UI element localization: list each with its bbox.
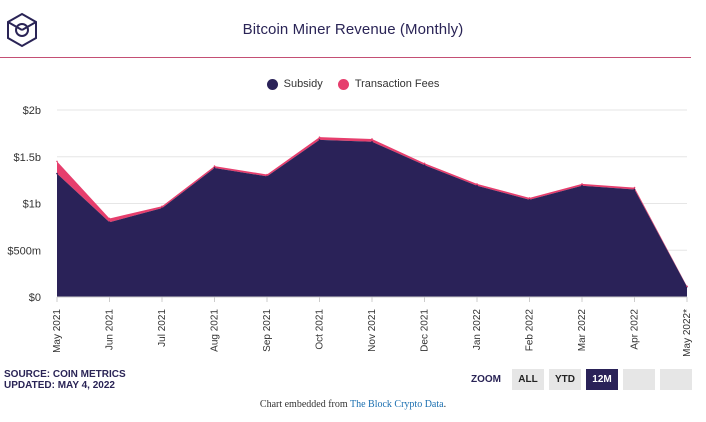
y-tick-label: $0 — [29, 292, 41, 304]
data-point-subsidy — [161, 207, 163, 209]
legend-item-transaction-fees[interactable]: Transaction Fees — [337, 78, 440, 90]
the-block-logo-icon — [7, 12, 37, 48]
data-point-subsidy — [528, 198, 531, 201]
data-point-subsidy — [213, 167, 216, 169]
data-point-subsidy — [266, 175, 268, 178]
legend-swatch-subsidy — [266, 78, 278, 90]
data-point-fees — [318, 136, 321, 138]
x-tick-label: Aug 2021 — [210, 309, 221, 352]
data-point-fees — [476, 183, 478, 185]
y-tick-label: $1b — [23, 199, 41, 211]
chart-legend: Subsidy Transaction Fees — [0, 78, 706, 93]
embed-prefix: Chart embedded from — [259, 399, 350, 410]
x-tick-label: Apr 2022 — [630, 309, 641, 350]
data-point-subsidy — [318, 139, 321, 141]
data-point-fees — [371, 138, 373, 140]
zoom-all-button[interactable]: ALL — [512, 369, 544, 390]
y-tick-label: $2b — [23, 105, 41, 117]
data-point-subsidy — [56, 172, 58, 175]
data-point-fees — [686, 285, 688, 288]
data-point-fees — [56, 160, 58, 163]
x-tick-label: May 2021 — [52, 309, 63, 353]
legend-swatch-fees — [337, 78, 349, 90]
data-point-fees — [423, 162, 426, 165]
x-tick-label: Nov 2021 — [367, 309, 378, 352]
zoom-ytd-button[interactable]: YTD — [549, 369, 581, 390]
x-tick-label: Jul 2021 — [157, 309, 168, 347]
zoom-label: ZOOM — [471, 374, 501, 385]
header-divider — [0, 57, 691, 58]
data-point-subsidy — [108, 221, 111, 223]
zoom-controls: ZOOM ALL YTD 12M — [471, 369, 692, 390]
zoom-blank-button-2[interactable] — [660, 369, 692, 390]
updated-line: UPDATED: MAY 4, 2022 — [4, 380, 115, 391]
legend-label-subsidy: Subsidy — [283, 78, 323, 90]
chart-title: Bitcoin Miner Revenue (Monthly) — [242, 21, 464, 38]
legend-label-fees: Transaction Fees — [354, 78, 440, 90]
data-point-subsidy — [633, 188, 636, 191]
data-point-fees — [161, 205, 163, 208]
data-point-fees — [213, 165, 216, 167]
revenue-area-chart: $0 $500m $1b $1.5b $2b May 2021 Jun 2021 Jul 20… — [7, 105, 693, 357]
series-area-subsidy — [57, 139, 687, 297]
x-tick-label: Jun 2021 — [105, 309, 116, 351]
zoom-12m-button[interactable]: 12M — [586, 369, 618, 390]
x-tick-label: Mar 2022 — [577, 309, 588, 352]
x-tick-label: Sep 2021 — [262, 309, 273, 352]
x-tick-label: Dec 2021 — [420, 309, 431, 352]
data-point-fees — [266, 173, 268, 176]
x-tick-label: Oct 2021 — [315, 309, 326, 350]
y-tick-label: $500m — [7, 245, 41, 257]
embed-suffix: . — [443, 399, 447, 410]
legend-item-subsidy[interactable]: Subsidy — [266, 78, 323, 90]
embed-credit: Chart embedded from The Block Crypto Dat… — [0, 399, 706, 410]
data-point-subsidy — [581, 184, 583, 187]
data-point-subsidy — [423, 164, 426, 166]
x-tick-label: Feb 2022 — [525, 309, 536, 352]
data-point-fees — [528, 197, 531, 199]
data-point-fees — [633, 186, 636, 189]
the-block-crypto-data-link[interactable]: The Block Crypto Data — [349, 399, 444, 410]
data-point-fees — [108, 217, 111, 220]
data-point-fees — [581, 183, 583, 185]
y-tick-label: $1.5b — [13, 152, 41, 164]
x-tick-label: May 2022* — [682, 309, 693, 357]
data-point-subsidy — [476, 184, 478, 187]
source-line: SOURCE: COIN METRICS — [4, 369, 126, 380]
x-tick-label: Jan 2022 — [472, 309, 483, 351]
data-point-subsidy — [371, 140, 373, 143]
source-note: SOURCE: COIN METRICS UPDATED: MAY 4, 202… — [4, 369, 126, 391]
zoom-blank-button-1[interactable] — [623, 369, 655, 390]
